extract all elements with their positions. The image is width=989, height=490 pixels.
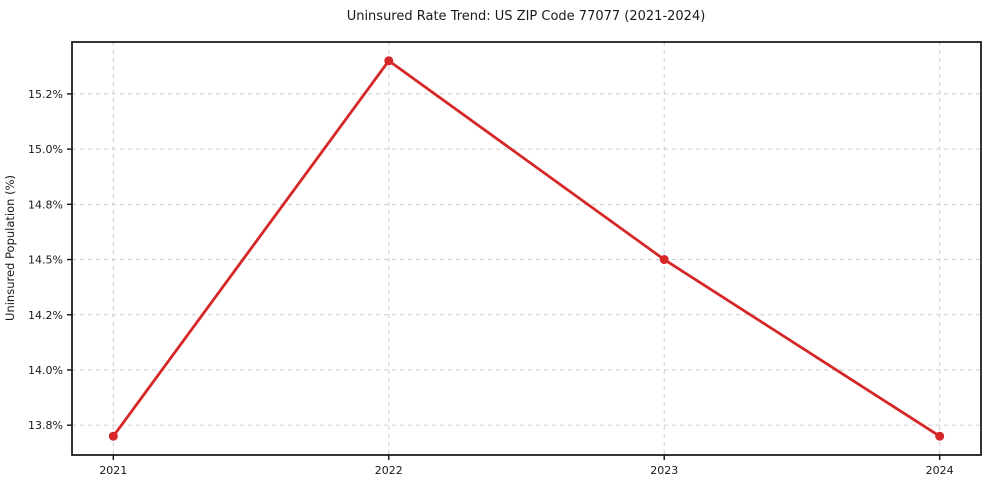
x-tick-label: 2023 bbox=[650, 464, 678, 477]
y-tick-label: 14.0% bbox=[28, 364, 63, 377]
trend-line bbox=[111, 59, 942, 438]
data-point-marker bbox=[384, 56, 394, 66]
plot-border bbox=[71, 41, 982, 456]
y-tick-label: 14.5% bbox=[28, 254, 63, 267]
x-tick-label: 2021 bbox=[99, 464, 127, 477]
y-tick-label: 14.8% bbox=[28, 198, 63, 211]
data-point-marker bbox=[935, 431, 945, 441]
data-point-marker bbox=[108, 431, 118, 441]
axis-tick-labels: 13.8% 14.0% 14.2% 14.5% 14.8% 15.0% 15.2% 2021 2… bbox=[28, 88, 954, 477]
data-point-marker bbox=[659, 255, 669, 265]
y-tick-label: 14.2% bbox=[28, 309, 63, 322]
y-tick-label: 13.8% bbox=[28, 419, 63, 432]
x-tick-label: 2024 bbox=[926, 464, 954, 477]
gridlines bbox=[72, 42, 981, 455]
y-tick-label: 15.2% bbox=[28, 88, 63, 101]
y-tick-label: 15.0% bbox=[28, 143, 63, 156]
x-tick-label: 2022 bbox=[375, 464, 403, 477]
series-line bbox=[108, 56, 945, 441]
chart-title: Uninsured Rate Trend: US ZIP Code 77077 … bbox=[347, 9, 706, 24]
y-axis-label: Uninsured Population (%) bbox=[3, 175, 17, 321]
